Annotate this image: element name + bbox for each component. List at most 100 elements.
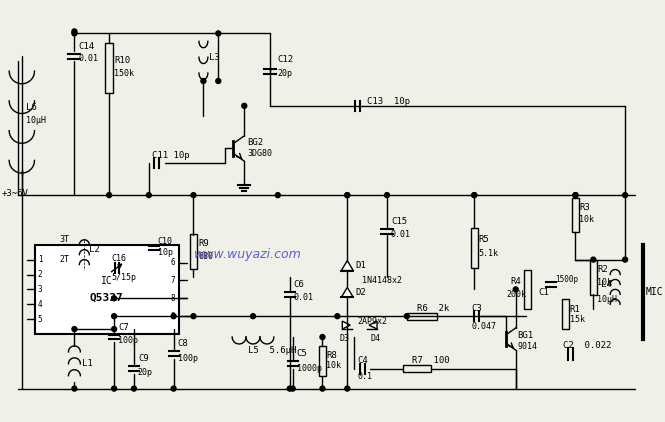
Text: BG1: BG1 (518, 330, 534, 340)
Text: C15: C15 (391, 217, 407, 227)
Circle shape (242, 103, 247, 108)
Polygon shape (341, 261, 353, 271)
Text: 0.047: 0.047 (471, 322, 496, 330)
Text: 9014: 9014 (518, 342, 538, 352)
Text: 5/15p: 5/15p (111, 273, 136, 282)
Text: 20p: 20p (278, 69, 293, 78)
Text: 2: 2 (38, 270, 43, 279)
Circle shape (404, 314, 409, 319)
Text: 0.01: 0.01 (78, 54, 98, 63)
Text: +3~6V: +3~6V (2, 189, 29, 197)
Polygon shape (369, 321, 377, 329)
Text: R8: R8 (327, 352, 337, 360)
Text: C1: C1 (539, 288, 549, 297)
Text: C8: C8 (178, 339, 188, 349)
Text: C16: C16 (111, 254, 126, 263)
Text: 7: 7 (171, 276, 176, 285)
Text: D1: D1 (355, 261, 366, 270)
Text: 100p: 100p (178, 354, 198, 363)
Text: L2: L2 (89, 245, 100, 254)
Text: 10μH: 10μH (26, 116, 46, 125)
Circle shape (344, 193, 350, 197)
Text: 3T: 3T (60, 235, 70, 244)
Circle shape (573, 193, 578, 197)
Text: C6: C6 (294, 280, 305, 289)
Circle shape (344, 193, 350, 197)
Text: L1: L1 (82, 359, 93, 368)
Bar (572, 197, 579, 233)
Text: C10: C10 (158, 237, 173, 246)
Text: D3: D3 (339, 335, 349, 344)
Text: R2: R2 (597, 265, 608, 274)
Text: 10k: 10k (579, 215, 595, 225)
Text: 0.1: 0.1 (357, 372, 372, 381)
Circle shape (201, 78, 206, 84)
Circle shape (622, 257, 628, 262)
Circle shape (216, 78, 221, 84)
Text: 5.1k: 5.1k (478, 249, 498, 258)
Text: C13  10p: C13 10p (367, 97, 410, 106)
Circle shape (320, 335, 325, 339)
Bar (35, 245, 179, 334)
Text: L6: L6 (26, 103, 37, 112)
Circle shape (384, 193, 390, 197)
Circle shape (591, 257, 596, 262)
Circle shape (112, 327, 116, 332)
Text: L4: L4 (601, 280, 612, 289)
Text: 10k: 10k (597, 278, 612, 287)
Circle shape (106, 193, 112, 197)
Text: R3: R3 (579, 203, 591, 211)
Text: 2T: 2T (60, 255, 70, 264)
Circle shape (72, 29, 77, 34)
Text: BG2: BG2 (247, 138, 263, 147)
Bar (590, 260, 597, 295)
Text: L5  5.6μH: L5 5.6μH (248, 346, 297, 355)
Text: www.wuyazi.com: www.wuyazi.com (194, 248, 302, 261)
Bar (525, 270, 531, 309)
Circle shape (146, 193, 152, 197)
Text: 2AP9x2: 2AP9x2 (357, 316, 387, 326)
Text: 5: 5 (38, 315, 43, 324)
Text: R7  100: R7 100 (412, 356, 450, 365)
Circle shape (251, 314, 255, 319)
Circle shape (471, 193, 477, 197)
Text: C5: C5 (297, 349, 307, 358)
Text: 4: 4 (38, 300, 43, 309)
Bar (190, 234, 197, 269)
Polygon shape (342, 321, 350, 329)
Text: R5: R5 (478, 235, 489, 244)
Circle shape (573, 193, 578, 197)
Text: 150k: 150k (114, 69, 134, 78)
Text: D2: D2 (355, 288, 366, 297)
Text: C11 10p: C11 10p (152, 151, 190, 160)
Circle shape (622, 193, 628, 197)
Text: 1500p: 1500p (555, 275, 578, 284)
Text: C7: C7 (118, 322, 129, 332)
Circle shape (72, 386, 77, 391)
Text: 6: 6 (171, 258, 176, 267)
Text: Q5337: Q5337 (90, 292, 124, 302)
Text: C12: C12 (278, 55, 294, 64)
Bar (407, 313, 436, 319)
Circle shape (171, 314, 176, 319)
Circle shape (72, 327, 77, 332)
Circle shape (112, 296, 116, 301)
Text: IC: IC (101, 276, 112, 287)
Polygon shape (341, 287, 353, 298)
Text: R9: R9 (198, 239, 209, 248)
Circle shape (216, 31, 221, 36)
Text: R10: R10 (114, 56, 130, 65)
Circle shape (320, 386, 325, 391)
Circle shape (72, 31, 77, 36)
Text: 8: 8 (171, 294, 176, 303)
Circle shape (275, 193, 281, 197)
Circle shape (191, 193, 196, 197)
Text: 3: 3 (38, 285, 43, 294)
Circle shape (171, 386, 176, 391)
Bar (471, 228, 477, 268)
Bar (105, 43, 113, 93)
Text: 680: 680 (198, 252, 213, 261)
Text: 100p: 100p (118, 336, 138, 346)
Circle shape (513, 287, 518, 292)
Circle shape (287, 386, 292, 391)
